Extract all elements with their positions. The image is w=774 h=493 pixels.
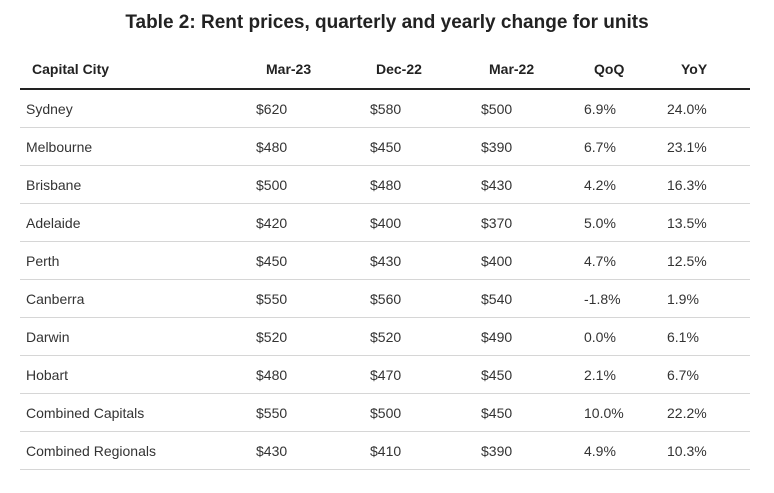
cell-city: Hobart xyxy=(20,355,256,394)
cell-mar-22: $450 xyxy=(481,393,584,432)
table-row: Melbourne $480 $450 $390 6.7% 23.1% xyxy=(20,127,750,166)
column-header-yoy: YoY xyxy=(667,50,750,90)
cell-qoq: 10.0% xyxy=(584,393,667,432)
cell-yoy: 22.2% xyxy=(667,393,750,432)
cell-mar-22: $490 xyxy=(481,317,584,356)
cell-qoq: 5.0% xyxy=(584,203,667,242)
cell-yoy: 10.3% xyxy=(667,431,750,470)
table-row: Canberra $550 $560 $540 -1.8% 1.9% xyxy=(20,279,750,318)
table-row: Adelaide $420 $400 $370 5.0% 13.5% xyxy=(20,203,750,242)
cell-mar-23: $480 xyxy=(256,355,370,394)
cell-mar-23: $480 xyxy=(256,127,370,166)
cell-dec-22: $400 xyxy=(370,203,481,242)
cell-qoq: 6.9% xyxy=(584,89,667,128)
cell-mar-23: $430 xyxy=(256,431,370,470)
table-title: Table 2: Rent prices, quarterly and year… xyxy=(125,12,649,33)
table-row: Darwin $520 $520 $490 0.0% 6.1% xyxy=(20,317,750,356)
cell-city: Combined Regionals xyxy=(20,431,256,470)
cell-mar-23: $620 xyxy=(256,89,370,128)
cell-mar-22: $370 xyxy=(481,203,584,242)
cell-dec-22: $470 xyxy=(370,355,481,394)
rent-prices-table: Capital City Mar-23 Dec-22 Mar-22 QoQ Yo… xyxy=(20,50,750,470)
cell-dec-22: $520 xyxy=(370,317,481,356)
cell-yoy: 1.9% xyxy=(667,279,750,318)
table-row: Brisbane $500 $480 $430 4.2% 16.3% xyxy=(20,165,750,204)
cell-mar-22: $400 xyxy=(481,241,584,280)
cell-mar-22: $450 xyxy=(481,355,584,394)
cell-yoy: 16.3% xyxy=(667,165,750,204)
table-body: Sydney $620 $580 $500 6.9% 24.0% Melbourne $480… xyxy=(20,89,750,470)
cell-city: Melbourne xyxy=(20,127,256,166)
cell-qoq: 2.1% xyxy=(584,355,667,394)
cell-city: Perth xyxy=(20,241,256,280)
cell-dec-22: $480 xyxy=(370,165,481,204)
cell-qoq: 4.2% xyxy=(584,165,667,204)
cell-mar-23: $500 xyxy=(256,165,370,204)
cell-mar-23: $520 xyxy=(256,317,370,356)
cell-mar-22: $390 xyxy=(481,431,584,470)
cell-yoy: 23.1% xyxy=(667,127,750,166)
column-header-dec-22: Dec-22 xyxy=(370,50,481,90)
cell-city: Adelaide xyxy=(20,203,256,242)
cell-qoq: -1.8% xyxy=(584,279,667,318)
column-header-qoq: QoQ xyxy=(584,50,667,90)
cell-mar-22: $500 xyxy=(481,89,584,128)
cell-mar-23: $450 xyxy=(256,241,370,280)
column-header-mar-23: Mar-23 xyxy=(256,50,370,90)
cell-city: Brisbane xyxy=(20,165,256,204)
cell-dec-22: $580 xyxy=(370,89,481,128)
cell-qoq: 4.9% xyxy=(584,431,667,470)
cell-mar-23: $550 xyxy=(256,279,370,318)
column-header-capital-city: Capital City xyxy=(20,50,256,90)
cell-mar-23: $420 xyxy=(256,203,370,242)
cell-mar-22: $430 xyxy=(481,165,584,204)
cell-mar-23: $550 xyxy=(256,393,370,432)
cell-yoy: 13.5% xyxy=(667,203,750,242)
cell-dec-22: $500 xyxy=(370,393,481,432)
header-row: Capital City Mar-23 Dec-22 Mar-22 QoQ Yo… xyxy=(20,50,750,90)
cell-dec-22: $410 xyxy=(370,431,481,470)
cell-qoq: 6.7% xyxy=(584,127,667,166)
table-row: Combined Capitals $550 $500 $450 10.0% 22.2% xyxy=(20,393,750,432)
cell-yoy: 6.1% xyxy=(667,317,750,356)
cell-qoq: 4.7% xyxy=(584,241,667,280)
table-row: Combined Regionals $430 $410 $390 4.9% 10.3% xyxy=(20,431,750,470)
cell-dec-22: $450 xyxy=(370,127,481,166)
cell-city: Darwin xyxy=(20,317,256,356)
column-header-mar-22: Mar-22 xyxy=(481,50,584,90)
cell-yoy: 12.5% xyxy=(667,241,750,280)
cell-city: Combined Capitals xyxy=(20,393,256,432)
cell-dec-22: $430 xyxy=(370,241,481,280)
cell-city: Sydney xyxy=(20,89,256,128)
table-row: Sydney $620 $580 $500 6.9% 24.0% xyxy=(20,89,750,128)
table-row: Perth $450 $430 $400 4.7% 12.5% xyxy=(20,241,750,280)
cell-dec-22: $560 xyxy=(370,279,481,318)
cell-yoy: 24.0% xyxy=(667,89,750,128)
table-row: Hobart $480 $470 $450 2.1% 6.7% xyxy=(20,355,750,394)
cell-yoy: 6.7% xyxy=(667,355,750,394)
cell-qoq: 0.0% xyxy=(584,317,667,356)
cell-city: Canberra xyxy=(20,279,256,318)
cell-mar-22: $390 xyxy=(481,127,584,166)
cell-mar-22: $540 xyxy=(481,279,584,318)
